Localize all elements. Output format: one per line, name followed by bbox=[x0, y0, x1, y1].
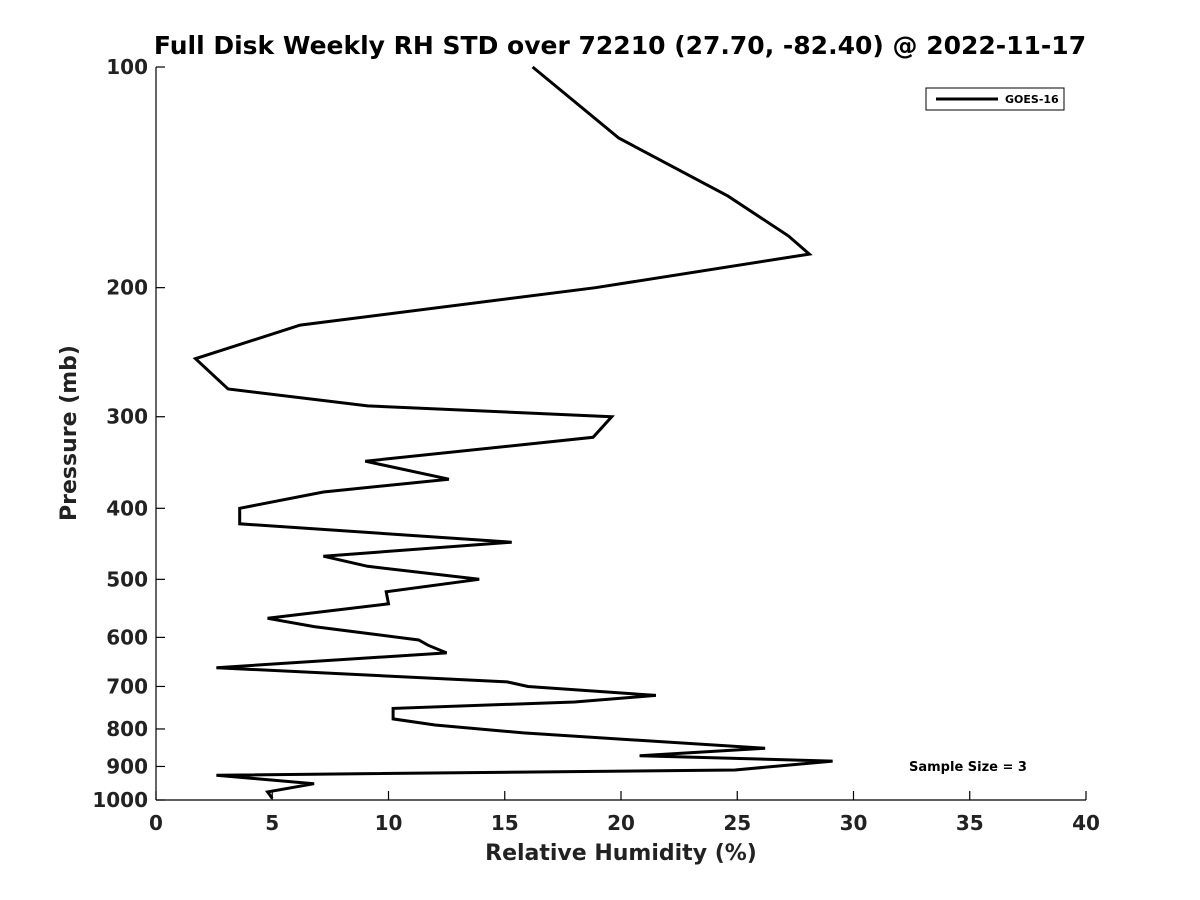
x-axis-label: Relative Humidity (%) bbox=[485, 841, 757, 866]
sample-size-annotation: Sample Size = 3 bbox=[909, 760, 1027, 775]
x-tick-label: 20 bbox=[607, 811, 635, 835]
x-tick-label: 35 bbox=[956, 811, 984, 835]
y-tick-label: 400 bbox=[106, 496, 148, 520]
axes bbox=[155, 67, 1086, 801]
legend-label-goes-16: GOES-16 bbox=[1005, 93, 1059, 106]
chart-title: Full Disk Weekly RH STD over 72210 (27.7… bbox=[154, 31, 1086, 60]
plot-area-frame bbox=[156, 67, 1086, 800]
legend: GOES-16 bbox=[925, 87, 1065, 111]
y-axis-label: Pressure (mb) bbox=[57, 345, 82, 521]
y-tick-label: 500 bbox=[106, 567, 148, 591]
series-line-goes-16 bbox=[192, 65, 833, 800]
x-tick-label: 0 bbox=[149, 811, 163, 835]
x-tick-label: 5 bbox=[265, 811, 279, 835]
ticks: 0 5 10 15 20 25 30 35 40 100 200 300 400 500 600 700 800… bbox=[92, 55, 1100, 835]
series-group bbox=[192, 65, 833, 800]
x-tick-label: 25 bbox=[723, 811, 751, 835]
y-tick-label: 300 bbox=[106, 405, 148, 429]
y-tick-label: 600 bbox=[106, 625, 148, 649]
y-tick-label: 1000 bbox=[92, 788, 148, 812]
y-tick-label: 800 bbox=[106, 717, 148, 741]
x-tick-label: 10 bbox=[375, 811, 403, 835]
y-tick-label: 900 bbox=[106, 754, 148, 778]
x-tick-label: 30 bbox=[840, 811, 868, 835]
y-tick-label: 700 bbox=[106, 674, 148, 698]
y-tick-label: 200 bbox=[106, 276, 148, 300]
y-tick-label: 100 bbox=[106, 55, 148, 79]
x-tick-label: 40 bbox=[1072, 811, 1100, 835]
x-tick-label: 15 bbox=[491, 811, 519, 835]
